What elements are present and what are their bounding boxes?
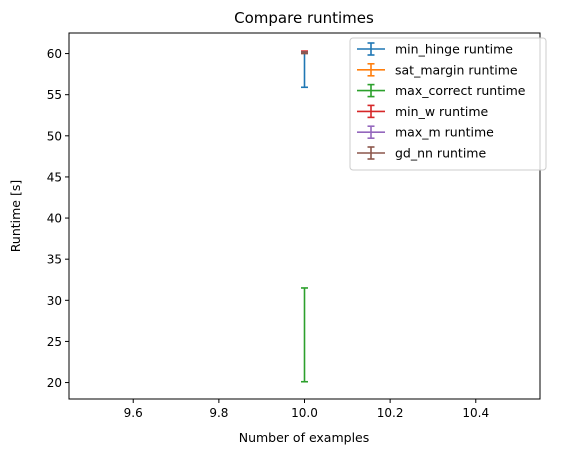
legend-item: gd_nn runtime — [357, 146, 486, 161]
y-tick-label: 55 — [47, 88, 62, 102]
legend-item: min_hinge runtime — [357, 42, 513, 57]
y-axis-ticks: 20 25 30 35 40 45 50 55 60 — [47, 47, 69, 390]
x-tick-label: 9.6 — [124, 406, 143, 420]
legend: min_hinge runtime sat_margin runtime max_c… — [349, 37, 547, 171]
y-tick-label: 60 — [47, 47, 62, 61]
x-axis-ticks: 9.6 9.8 10.0 10.2 10.4 — [124, 399, 489, 420]
y-tick-label: 20 — [47, 376, 62, 390]
y-tick-label: 35 — [47, 253, 62, 267]
chart-title: Compare runtimes — [234, 9, 374, 27]
y-tick-label: 25 — [47, 335, 62, 349]
legend-item: max_m runtime — [357, 125, 494, 140]
y-tick-label: 50 — [47, 129, 62, 143]
legend-label: max_m runtime — [395, 125, 494, 140]
x-tick-label: 10.2 — [377, 406, 404, 420]
y-tick-label: 40 — [47, 212, 62, 226]
legend-label: min_w runtime — [395, 104, 489, 119]
legend-label: max_correct runtime — [395, 83, 526, 98]
legend-label: sat_margin runtime — [395, 62, 518, 77]
legend-item: min_w runtime — [357, 104, 489, 119]
x-tick-label: 10.4 — [462, 406, 489, 420]
legend-item: max_correct runtime — [357, 83, 526, 98]
errorbar-series — [301, 51, 308, 55]
series-layer — [301, 50, 308, 383]
x-tick-label: 10.0 — [291, 406, 318, 420]
y-axis-label: Runtime [s] — [8, 180, 23, 252]
errorbar-series — [301, 287, 308, 383]
legend-label: min_hinge runtime — [395, 42, 513, 57]
x-tick-label: 9.8 — [209, 406, 228, 420]
y-tick-label: 45 — [47, 170, 62, 184]
legend-label: gd_nn runtime — [395, 146, 486, 161]
y-tick-label: 30 — [47, 294, 62, 308]
legend-item: sat_margin runtime — [357, 62, 518, 77]
x-axis-label: Number of examples — [239, 430, 370, 445]
legend-box — [349, 37, 547, 171]
